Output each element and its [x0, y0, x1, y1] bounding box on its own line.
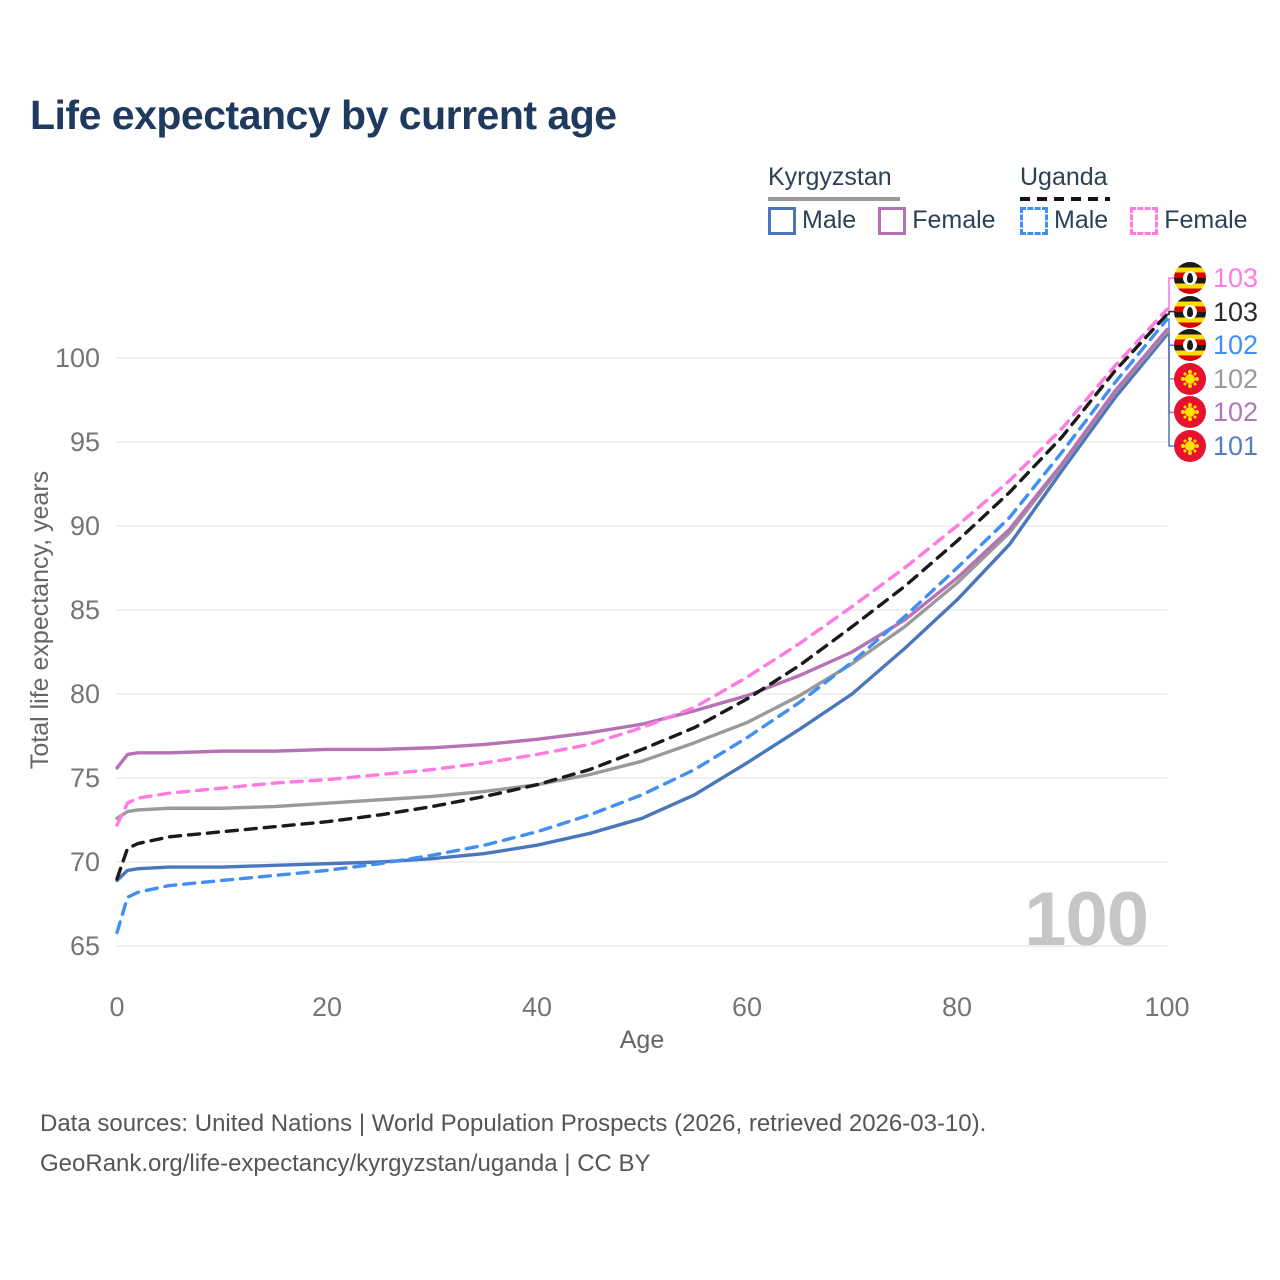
swatch-kyrgyzstan-male[interactable]: [768, 206, 796, 235]
end-label-value: 103: [1213, 262, 1259, 293]
end-label-row: 103: [1174, 261, 1258, 295]
legend-item-kyrgyzstan-female[interactable]: Female: [878, 206, 996, 235]
crane-icon: [1187, 273, 1193, 283]
series-line-kg-male: [115, 332, 1169, 883]
legend-group-uganda: Uganda: [1020, 163, 1110, 201]
uganda-flag-icon: [1174, 329, 1206, 361]
x-tick-label: 60: [732, 992, 762, 1022]
x-tick-label: 100: [1144, 992, 1189, 1022]
uganda-flag-icon: [1174, 262, 1206, 294]
x-tick-label: 20: [312, 992, 342, 1022]
legend-country-uganda: Uganda: [1020, 163, 1108, 191]
crane-icon: [1187, 307, 1193, 317]
end-label-value: 102: [1213, 396, 1259, 427]
x-tick-label: 0: [109, 992, 124, 1022]
data-sources-text: Data sources: United Nations | World Pop…: [40, 1110, 987, 1137]
legend-item-label: Female: [1164, 206, 1248, 234]
kyrgyzstan-flag-icon: [1174, 363, 1206, 395]
legend-item-uganda-female[interactable]: Female: [1130, 206, 1248, 235]
y-tick-label: 65: [70, 931, 100, 961]
legend-underline-solid: [768, 197, 900, 201]
y-tick-label: 90: [70, 511, 100, 541]
legend-item-label: Female: [912, 206, 996, 234]
source-url-text[interactable]: GeoRank.org/life-expectancy/kyrgyzstan/u…: [40, 1150, 651, 1177]
series-line-ug-female: [115, 307, 1169, 827]
x-tick-label: 40: [522, 992, 552, 1022]
end-label-connector: [1167, 333, 1174, 447]
end-label-value: 101: [1213, 430, 1259, 461]
end-label-row: 102: [1174, 362, 1258, 396]
end-label-connector: [1167, 330, 1174, 380]
x-axis-title: Age: [620, 1026, 664, 1054]
sun-icon: [1185, 407, 1195, 417]
end-label-value: 103: [1213, 296, 1259, 327]
sun-icon: [1185, 441, 1195, 451]
legend-item-uganda-male[interactable]: Male: [1020, 206, 1108, 235]
series-line-ug-both: [115, 312, 1169, 881]
legend-item-label: Male: [802, 206, 857, 234]
series-line-ug-male: [115, 317, 1169, 935]
end-label-value: 102: [1213, 329, 1259, 360]
kyrgyzstan-flag-icon: [1174, 396, 1206, 428]
crane-icon: [1187, 340, 1193, 350]
legend-item-kyrgyzstan-male[interactable]: Male: [768, 206, 856, 235]
y-tick-label: 70: [70, 847, 100, 877]
y-tick-label: 75: [70, 763, 100, 793]
legend-group-kyrgyzstan: Kyrgyzstan: [768, 163, 900, 201]
series-line-kg-both: [115, 329, 1169, 821]
swatch-uganda-female[interactable]: [1130, 206, 1159, 235]
end-label-row: 102: [1174, 328, 1258, 362]
swatch-kyrgyzstan-female[interactable]: [878, 206, 907, 235]
uganda-flag-icon: [1174, 296, 1206, 328]
end-label-row: 102: [1174, 395, 1258, 429]
page-title: Life expectancy by current age: [30, 92, 617, 138]
legend-underline-dashed: [1020, 197, 1110, 201]
legend-items-kyrgyzstan: Male Female: [768, 206, 996, 235]
y-tick-label: 80: [70, 679, 100, 709]
end-label-row: 103: [1174, 295, 1258, 329]
end-label-connector: [1167, 328, 1174, 414]
y-axis-title: Total life expectancy, years: [26, 471, 54, 769]
y-tick-label: 85: [70, 595, 100, 625]
y-tick-label: 100: [55, 343, 100, 373]
current-age-watermark: 100: [1024, 877, 1149, 962]
end-label-connector: [1167, 310, 1174, 316]
legend-country-kyrgyzstan: Kyrgyzstan: [768, 163, 892, 191]
legend-items-uganda: Male Female: [1020, 206, 1248, 235]
legend-item-label: Male: [1054, 206, 1109, 234]
kyrgyzstan-flag-icon: [1174, 430, 1206, 462]
sun-icon: [1185, 374, 1195, 384]
x-tick-label: 80: [942, 992, 972, 1022]
swatch-uganda-male[interactable]: [1020, 206, 1048, 235]
end-label-connector: [1167, 277, 1174, 311]
series-line-kg-female: [115, 327, 1169, 770]
end-label-value: 102: [1213, 363, 1259, 394]
y-tick-label: 95: [70, 427, 100, 457]
end-label-row: 101: [1174, 429, 1258, 463]
